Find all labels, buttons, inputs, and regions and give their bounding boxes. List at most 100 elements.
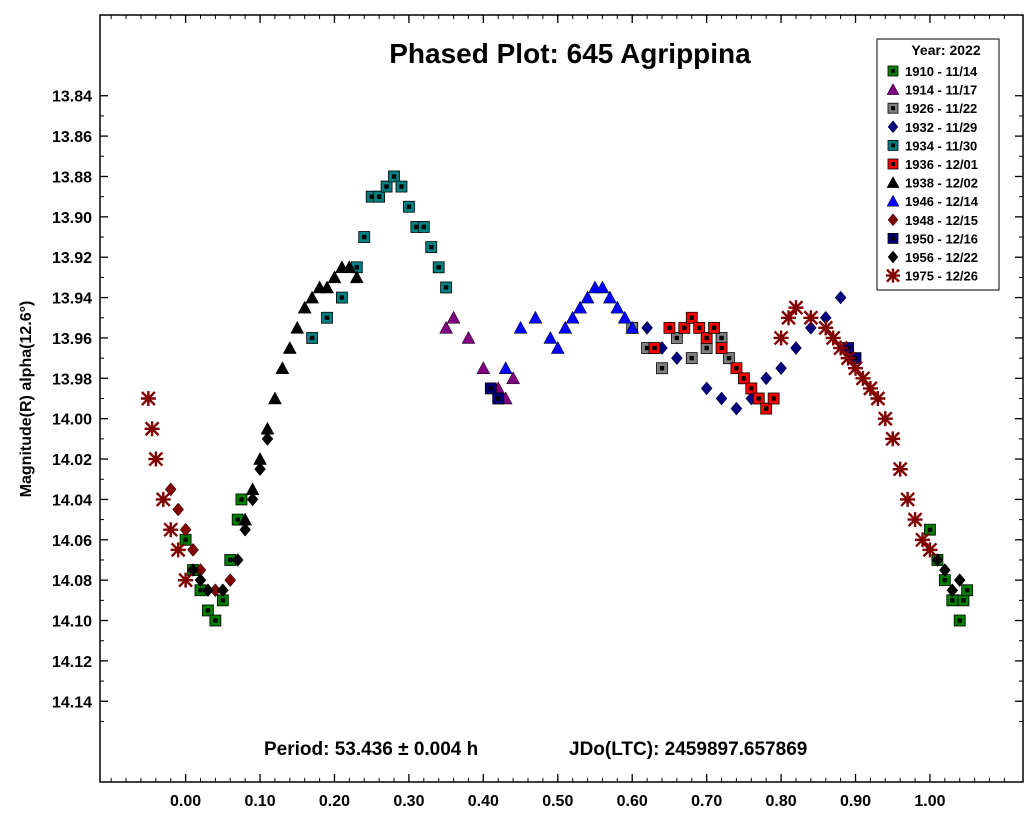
data-point — [900, 491, 916, 507]
data-point — [953, 573, 966, 588]
legend-marker — [886, 194, 900, 207]
series-11 — [140, 300, 938, 588]
data-point-core — [659, 366, 665, 371]
data-point-core — [205, 608, 211, 613]
series-8 — [164, 482, 237, 598]
chart-title: Phased Plot: 645 Agrippina — [389, 38, 751, 69]
data-point — [915, 532, 931, 548]
series-6 — [238, 260, 364, 526]
data-point — [543, 330, 558, 344]
data-point — [320, 280, 334, 294]
legend-marker-core — [891, 143, 895, 148]
data-point — [498, 361, 513, 374]
data-point-core — [339, 295, 345, 300]
data-point-core — [697, 325, 702, 331]
y-tick-label: 13.92 — [52, 250, 92, 267]
data-point-core — [213, 618, 218, 623]
x-tick-label: 1.00 — [914, 793, 945, 810]
data-point-core — [354, 265, 360, 270]
data-point-core — [443, 285, 449, 290]
y-tick-label: 14.00 — [52, 412, 92, 429]
data-point — [144, 421, 160, 437]
plot-frame — [99, 14, 1024, 783]
y-tick-label: 14.08 — [52, 573, 92, 590]
data-point — [805, 320, 817, 335]
data-point-core — [362, 234, 367, 240]
data-point — [825, 330, 841, 346]
x-tick-label: 0.20 — [319, 793, 350, 810]
data-point — [170, 542, 186, 558]
series-7 — [498, 280, 640, 374]
data-point — [550, 341, 565, 354]
data-point — [187, 563, 199, 577]
data-point — [862, 380, 878, 396]
legend-label: 1926 - 11/22 — [905, 101, 977, 116]
x-tick-label: 0.60 — [617, 793, 648, 810]
data-point — [327, 270, 342, 284]
data-point — [790, 341, 802, 355]
data-point — [803, 310, 819, 326]
data-point — [558, 320, 573, 334]
data-point — [922, 542, 938, 558]
epoch-text: JDo(LTC): 2459897.657869 — [569, 739, 807, 760]
data-point — [625, 320, 640, 334]
data-point-core — [652, 345, 657, 351]
data-point — [892, 461, 908, 477]
data-point-core — [228, 557, 233, 563]
data-point — [715, 391, 728, 406]
legend-label: 1948 - 12/15 — [905, 213, 978, 228]
data-point-core — [942, 577, 948, 583]
data-point-core — [183, 537, 188, 542]
legend-marker-core — [891, 162, 895, 166]
data-point-core — [763, 406, 769, 411]
data-point-core — [704, 335, 709, 341]
data-point-core — [399, 184, 404, 189]
data-point-core — [726, 355, 732, 361]
data-point — [773, 330, 789, 346]
y-tick-label: 13.96 — [52, 331, 92, 348]
data-point — [513, 320, 528, 334]
y-tick-label: 13.84 — [52, 89, 92, 106]
data-point-core — [719, 345, 724, 351]
legend-marker-core — [891, 236, 895, 241]
legend-label: 1914 - 11/17 — [905, 83, 977, 98]
data-point — [818, 320, 834, 336]
data-point-core — [927, 527, 933, 532]
data-point-core — [964, 588, 970, 593]
data-point — [297, 300, 312, 314]
data-point-core — [309, 335, 315, 341]
data-point — [848, 360, 864, 376]
data-point — [617, 310, 632, 324]
data-point — [224, 573, 237, 588]
data-point — [855, 370, 871, 386]
data-point — [641, 320, 653, 335]
x-tick-label: 0.00 — [170, 793, 201, 810]
x-tick-label: 0.30 — [393, 793, 424, 810]
legend-marker — [887, 250, 899, 264]
legend-items: 1910 - 11/14 1914 - 11/17 1926 - 11/22 1932… — [886, 64, 979, 284]
period-text: Period: 53.436 ± 0.004 h — [264, 739, 478, 760]
y-tick-label: 14.14 — [52, 694, 92, 711]
legend-marker — [886, 268, 900, 283]
data-point-core — [239, 497, 244, 502]
data-point-core — [376, 194, 382, 199]
y-tick-label: 13.88 — [52, 169, 92, 186]
data-point — [840, 350, 856, 366]
legend: Year: 2022 1910 - 11/14 1914 - 11/17 1926 … — [876, 38, 1000, 291]
data-point — [760, 371, 773, 386]
data-point — [580, 290, 595, 304]
data-point-core — [436, 265, 441, 270]
data-point — [163, 522, 179, 538]
data-point — [528, 310, 543, 324]
legend-label: 1946 - 12/14 — [905, 194, 979, 209]
x-tick-label: 0.80 — [766, 793, 797, 810]
legend-marker — [886, 83, 900, 95]
data-point — [231, 553, 244, 567]
axes: 13.84 13.86 13.88 13.90 13.92 13.94 13.96 13.98… — [52, 15, 1023, 810]
data-point — [275, 361, 290, 374]
data-point — [565, 310, 580, 324]
x-tick-label: 0.70 — [691, 793, 722, 810]
data-point-core — [429, 244, 434, 250]
data-point — [349, 270, 364, 284]
